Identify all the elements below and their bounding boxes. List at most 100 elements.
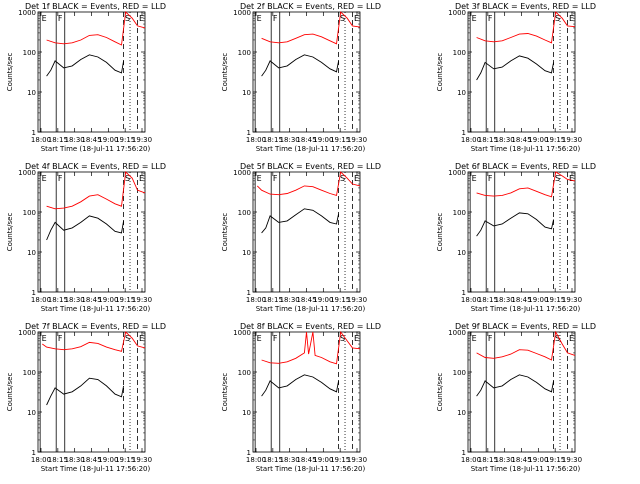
y-tick-label: 100 [453, 49, 466, 57]
event-marker-label: F [58, 174, 63, 183]
x-tick-label: 18:45 [511, 136, 531, 144]
y-tick-label: 1000 [233, 9, 251, 17]
x-tick-label: 18:15 [478, 136, 498, 144]
x-tick-label: 18:45 [81, 456, 101, 464]
chart-panel-7: Det 7f BLACK = Events, RED = LLD 1 10 100 10… [6, 322, 166, 473]
x-tick-label: 18:00 [461, 296, 481, 304]
y-tick-label: 1000 [448, 329, 466, 337]
y-tick-label: 10 [27, 409, 36, 417]
chart-panel-8: Det 8f BLACK = Events, RED = LLD 1 10 100 10… [221, 322, 381, 473]
x-tick-label: 18:45 [296, 296, 316, 304]
event-marker-label: S [555, 334, 560, 343]
chart-panel-3: Det 3f BLACK = Events, RED = LLD 1 10 100 10… [436, 2, 596, 153]
x-tick-label: 19:30 [347, 296, 367, 304]
y-tick-label: 1000 [448, 169, 466, 177]
x-tick-label: 18:30 [280, 296, 300, 304]
lld-series-line [46, 11, 146, 46]
event-marker-label: E [569, 334, 574, 343]
y-tick-label: 10 [457, 249, 466, 257]
x-tick-label: 19:00 [528, 136, 548, 144]
y-tick-label: 1 [247, 129, 251, 137]
event-marker-label: E [569, 174, 574, 183]
event-marker-label: E [257, 334, 262, 343]
y-tick-label: 100 [238, 209, 251, 217]
x-axis-label: Start Time (18-Jul-11 17:56:20) [256, 465, 366, 473]
lld-series-line [476, 330, 576, 361]
chart-panel-1: Det 1f BLACK = Events, RED = LLD 1 10 100 10… [6, 2, 166, 153]
x-axis-label: Start Time (18-Jul-11 17:56:20) [41, 305, 151, 313]
x-tick-label: 18:00 [246, 136, 266, 144]
y-tick-label: 100 [453, 209, 466, 217]
x-tick-label: 19:15 [545, 296, 565, 304]
x-tick-label: 18:15 [263, 296, 283, 304]
events-series-line [46, 215, 125, 241]
x-tick-label: 18:30 [280, 136, 300, 144]
y-tick-label: 1000 [448, 9, 466, 17]
event-marker-label: E [139, 174, 144, 183]
x-tick-label: 19:15 [330, 456, 350, 464]
x-tick-label: 19:15 [545, 136, 565, 144]
x-tick-label: 18:45 [511, 296, 531, 304]
y-tick-label: 1 [247, 449, 251, 457]
plot-frame [467, 11, 576, 133]
x-axis-label: Start Time (18-Jul-11 17:56:20) [41, 465, 151, 473]
chart-panel-6: Det 6f BLACK = Events, RED = LLD 1 10 100 10… [436, 162, 596, 313]
x-tick-label: 18:15 [48, 296, 68, 304]
y-tick-label: 1 [32, 289, 36, 297]
x-tick-label: 18:15 [478, 456, 498, 464]
x-tick-label: 19:15 [115, 296, 135, 304]
x-tick-label: 18:00 [31, 296, 51, 304]
lld-series-line [261, 11, 361, 45]
event-marker-label: S [340, 174, 345, 183]
x-tick-label: 19:15 [115, 136, 135, 144]
events-series-line [476, 55, 555, 81]
event-marker-label: E [354, 334, 359, 343]
event-marker-label: E [42, 14, 47, 23]
y-axis-label: Counts/sec [436, 53, 444, 92]
y-tick-label: 10 [242, 409, 251, 417]
x-tick-label: 18:00 [246, 456, 266, 464]
x-tick-label: 19:00 [313, 136, 333, 144]
chart-title: Det 8f BLACK = Events, RED = LLD [240, 322, 381, 331]
y-tick-label: 1 [32, 129, 36, 137]
event-marker-label: E [139, 334, 144, 343]
x-axis-label: Start Time (18-Jul-11 17:56:20) [471, 145, 581, 153]
x-tick-label: 19:30 [132, 456, 152, 464]
chart-title: Det 9f BLACK = Events, RED = LLD [455, 322, 596, 331]
plot-frame [467, 171, 576, 293]
event-marker-label: F [58, 334, 63, 343]
x-tick-label: 18:30 [65, 136, 85, 144]
y-tick-label: 10 [242, 249, 251, 257]
x-tick-label: 18:15 [263, 456, 283, 464]
event-marker-label: E [139, 14, 144, 23]
y-tick-label: 10 [27, 249, 36, 257]
x-tick-label: 18:45 [296, 456, 316, 464]
x-tick-label: 18:45 [81, 136, 101, 144]
x-tick-label: 18:30 [495, 136, 515, 144]
x-tick-label: 19:15 [115, 456, 135, 464]
lld-series-line [42, 331, 146, 352]
x-tick-label: 18:00 [246, 296, 266, 304]
event-marker-label: S [125, 334, 130, 343]
event-marker-label: E [42, 174, 47, 183]
y-tick-label: 1000 [233, 329, 251, 337]
event-marker-label: S [125, 174, 130, 183]
event-marker-label: E [42, 334, 47, 343]
events-series-line [261, 54, 340, 77]
x-tick-label: 19:15 [545, 456, 565, 464]
y-tick-label: 1 [462, 449, 466, 457]
x-tick-label: 18:30 [495, 456, 515, 464]
events-series-line [476, 374, 555, 397]
y-tick-label: 10 [457, 409, 466, 417]
event-marker-label: E [569, 14, 574, 23]
x-tick-label: 19:15 [330, 136, 350, 144]
event-marker-label: F [488, 334, 493, 343]
x-tick-label: 18:30 [65, 456, 85, 464]
event-marker-label: S [555, 174, 560, 183]
event-marker-label: S [555, 14, 560, 23]
chart-panel-5: Det 5f BLACK = Events, RED = LLD 1 10 100 10… [221, 162, 381, 313]
y-tick-label: 1 [462, 289, 466, 297]
events-series-line [261, 374, 340, 397]
event-marker-label: E [257, 14, 262, 23]
x-axis-label: Start Time (18-Jul-11 17:56:20) [256, 145, 366, 153]
